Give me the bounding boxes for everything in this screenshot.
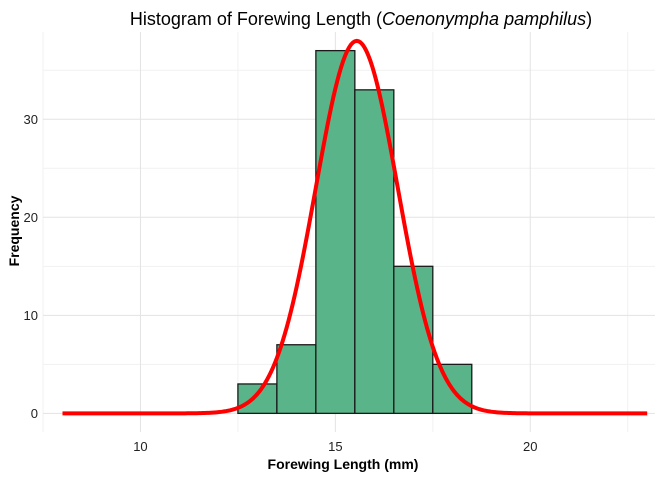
x-tick-label: 20 <box>523 439 537 454</box>
histogram-bar <box>315 49 356 415</box>
y-tick-label: 20 <box>24 210 38 225</box>
y-axis-title: Frequency <box>6 195 22 266</box>
x-tick-label: 10 <box>133 439 147 454</box>
x-axis-tick-labels: 10 15 20 <box>133 439 537 454</box>
y-tick-label: 10 <box>24 308 38 323</box>
histogram-bar <box>276 344 317 415</box>
histogram-bar <box>237 383 278 415</box>
y-tick-label: 0 <box>31 406 38 421</box>
normal-density-curve <box>62 38 648 416</box>
x-tick-label: 15 <box>328 439 342 454</box>
histogram-bars <box>237 49 473 415</box>
chart-title: Histogram of Forewing Length (Coenonymph… <box>130 9 592 29</box>
histogram-bar <box>354 89 395 415</box>
chart-title-main: Histogram of Forewing Length ( <box>130 9 382 29</box>
y-tick-label: 30 <box>24 112 38 127</box>
y-axis-tick-labels: 0 10 20 30 <box>24 112 38 421</box>
chart-title-species: Coenonympha pamphilus <box>382 9 586 29</box>
histogram-bar <box>393 265 434 415</box>
x-axis-title: Forewing Length (mm) <box>268 456 419 472</box>
chart-title-close: ) <box>586 9 592 29</box>
